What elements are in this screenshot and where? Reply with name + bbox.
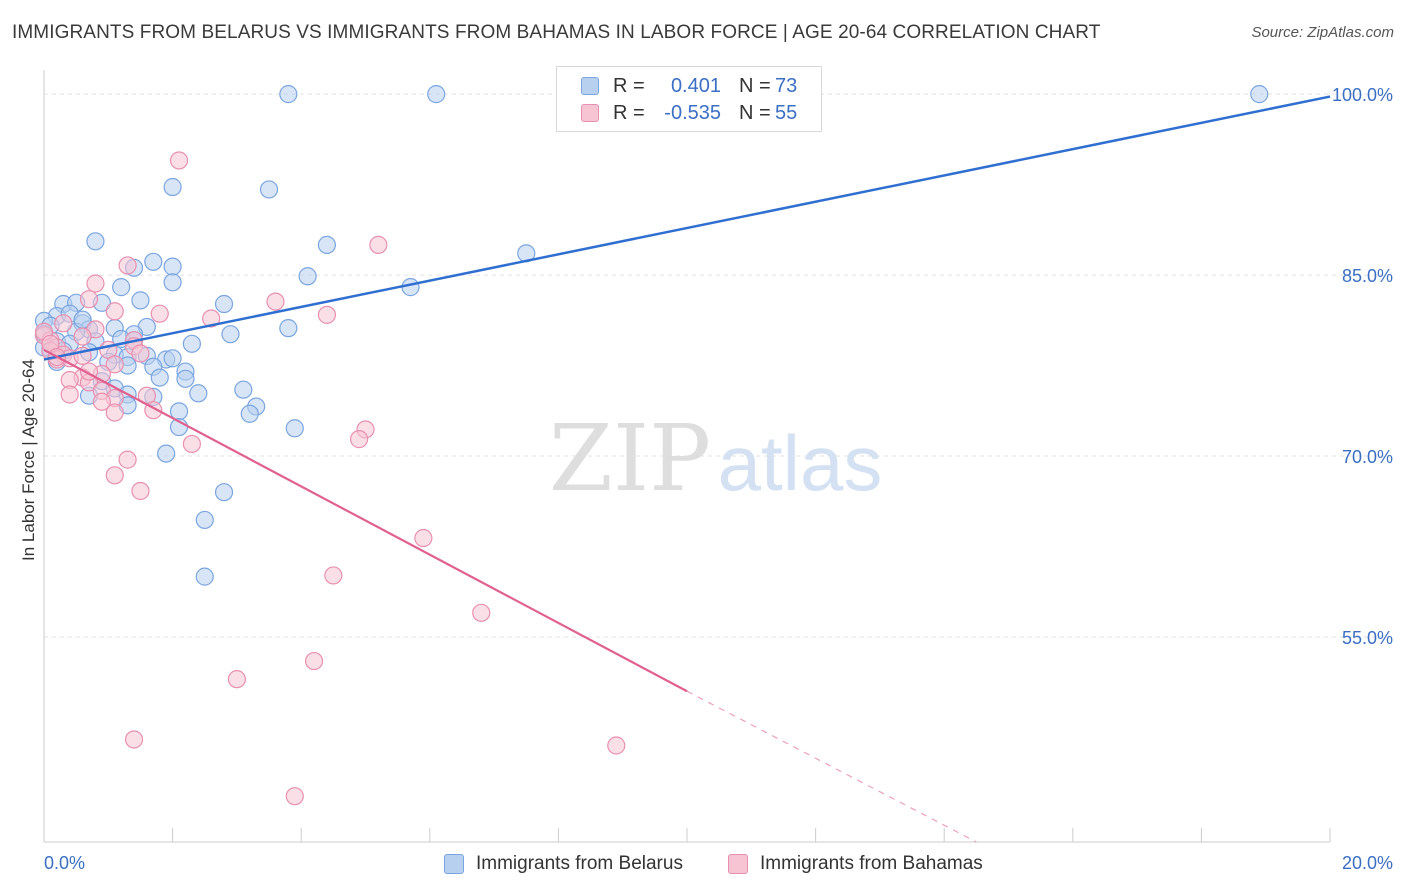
bahamas-point-8 (317, 305, 337, 324)
belarus-point-14 (401, 278, 420, 297)
r-value-bahamas: -0.535 (664, 101, 721, 124)
correlation-legend: R = 0.401 N = 73 R = -0.535 N = 55 (556, 66, 822, 132)
r-value-belarus: 0.401 (670, 74, 721, 97)
bahamas-point-42 (131, 481, 150, 501)
n-label: N = (739, 74, 771, 97)
belarus-point-55 (234, 380, 253, 399)
bahamas-point-41 (105, 466, 124, 485)
belarus-point-46 (163, 349, 182, 368)
x-tick-label-max: 20.0% (1342, 853, 1393, 873)
bahamas-point-1 (118, 256, 137, 275)
bottom-legend-belarus: Immigrants from Belarus (444, 850, 683, 878)
bahamas-point-2 (369, 235, 388, 255)
legend-row-belarus: R = 0.401 N = 73 (581, 74, 797, 98)
belarus-point-8 (144, 252, 163, 271)
bahamas-point-14 (73, 327, 92, 346)
trend-lines (43, 95, 1331, 843)
r-label: R = (613, 74, 645, 97)
grid-lines (44, 93, 1390, 638)
belarus-point-59 (189, 384, 208, 403)
belarus-point-69 (195, 567, 214, 586)
belarus-point-52 (176, 369, 195, 388)
belarus-point-68 (195, 510, 214, 530)
belarus-point-4 (259, 180, 279, 199)
bahamas-point-10 (54, 314, 73, 333)
legend-row-bahamas: R = -0.535 N = 55 (581, 101, 797, 125)
bahamas-point-43 (414, 528, 433, 548)
bahamas-point-49 (607, 736, 626, 755)
axes (43, 70, 1331, 843)
bottom-legend-bahamas: Immigrants from Bahamas (728, 850, 983, 878)
watermark-atlas: atlas (718, 419, 883, 507)
bahamas-point-36 (105, 403, 124, 422)
bahamas-point-5 (266, 292, 285, 311)
y-tick-label-1: 70.0% (1342, 447, 1393, 467)
bahamas-point-44 (324, 566, 343, 585)
belarus-point-66 (157, 444, 176, 463)
y-tick-label-3: 100.0% (1332, 85, 1393, 105)
belarus-point-9 (163, 257, 182, 276)
y-tick-label-0: 55.0% (1342, 628, 1393, 648)
belarus-point-51 (150, 368, 169, 387)
bahamas-point-9 (202, 309, 221, 328)
belarus-point-28 (279, 319, 298, 338)
belarus-point-67 (214, 483, 234, 502)
belarus-point-11 (298, 267, 317, 286)
belarus-legend-label: Immigrants from Belarus (476, 853, 683, 874)
x-tick-label-min: 0.0% (44, 853, 85, 873)
watermark: ZIP atlas (549, 405, 882, 512)
bahamas-trend-line (43, 348, 688, 693)
bahamas-point-25 (105, 355, 124, 374)
belarus-point-12 (163, 273, 182, 292)
bahamas-point-40 (118, 450, 137, 469)
belarus-point-17 (214, 294, 234, 314)
belarus-trend-line (43, 95, 1331, 361)
bahamas-point-50 (285, 787, 304, 806)
bahamas-point-0 (169, 151, 189, 170)
belarus-legend-swatch (444, 854, 464, 874)
belarus-swatch (581, 77, 599, 95)
y-axis-label: In Labor Force | Age 20-64 (19, 359, 38, 561)
bahamas-point-45 (472, 603, 491, 622)
belarus-point-3 (163, 177, 182, 197)
bahamas-point-3 (86, 274, 105, 293)
bahamas-point-7 (150, 304, 169, 323)
tick-labels: 55.0% 70.0% 85.0% 100.0% 0.0% 20.0% (44, 85, 1393, 873)
belarus-point-5 (86, 232, 105, 251)
belarus-point-6 (317, 235, 337, 255)
bahamas-point-46 (304, 651, 324, 671)
bahamas-swatch (581, 104, 599, 122)
bahamas-point-34 (92, 392, 111, 411)
watermark-zip: ZIP (549, 405, 711, 512)
bahamas-trend-extension (686, 690, 977, 843)
belarus-point-1 (427, 85, 446, 104)
belarus-point-0 (279, 85, 298, 104)
bahamas-point-4 (79, 290, 99, 309)
belarus-point-65 (285, 419, 304, 438)
bahamas-point-39 (182, 434, 201, 454)
bahamas-point-48 (124, 730, 144, 749)
chart-title: IMMIGRANTS FROM BELARUS VS IMMIGRANTS FR… (12, 22, 1101, 43)
n-value-bahamas: 55 (775, 101, 798, 124)
bahamas-point-38 (349, 430, 369, 449)
source-label: Source: ZipAtlas.com (1251, 24, 1394, 41)
belarus-point-63 (240, 404, 259, 423)
belarus-point-18 (131, 291, 150, 310)
n-label: N = (739, 101, 771, 124)
bahamas-point-21 (131, 344, 150, 363)
belarus-point-32 (221, 325, 240, 344)
bahamas-legend-swatch (728, 854, 748, 874)
bahamas-point-6 (105, 302, 124, 321)
bahamas-point-47 (227, 670, 246, 689)
r-label: R = (613, 101, 645, 124)
bahamas-point-31 (60, 385, 79, 404)
belarus-point-2 (1250, 85, 1269, 104)
belarus-point-13 (112, 278, 131, 297)
belarus-point-38 (182, 334, 201, 353)
bahamas-legend-label: Immigrants from Bahamas (760, 853, 983, 874)
bahamas-points (34, 151, 626, 806)
y-tick-label-2: 85.0% (1342, 266, 1393, 286)
n-value-belarus: 73 (775, 74, 798, 97)
